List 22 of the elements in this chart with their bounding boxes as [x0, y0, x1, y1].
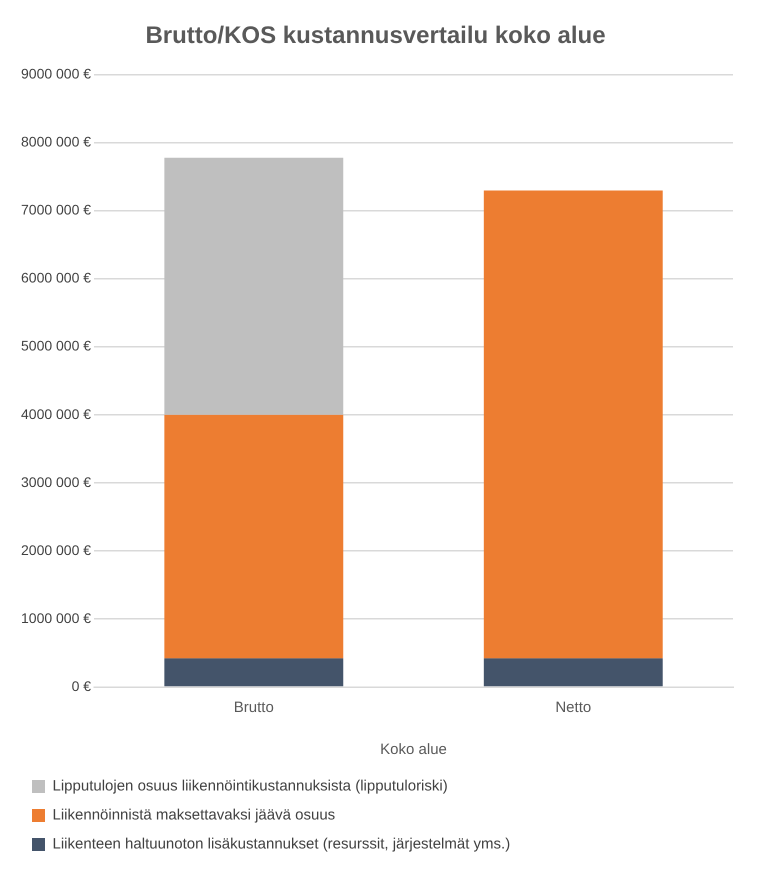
- x-tick-label: Netto: [555, 699, 592, 716]
- y-tick-label: 0 €: [72, 678, 92, 694]
- chart-title: Brutto/KOS kustannusvertailu koko alue: [145, 22, 606, 50]
- x-axis-title: Koko alue: [380, 741, 447, 758]
- y-tick-label: 3000 000 €: [20, 474, 92, 490]
- y-tick-label: 6000 000 €: [20, 270, 92, 286]
- y-tick-label: 2000 000 €: [20, 542, 92, 558]
- y-tick-label: 9000 000 €: [20, 66, 92, 82]
- bar: [484, 190, 663, 658]
- legend-label: Lipputulojen osuus liikennöintikustannuksista (lipputuloriski): [52, 778, 448, 795]
- y-tick-label: 1000 000 €: [20, 610, 92, 626]
- legend-label: Liikenteen haltuunoton lisäkustannukset (resurssit, järjestelmät yms.): [52, 836, 510, 853]
- legend-label: Liikennöinnistä maksettavaksi jäävä osuus: [52, 806, 336, 824]
- bar: [164, 158, 344, 415]
- bar: [484, 658, 663, 686]
- y-tick-label: 8000 000 €: [20, 134, 92, 150]
- y-tick-label: 7000 000 €: [20, 202, 92, 218]
- bar: [164, 414, 344, 658]
- y-tick-label: 4000 000 €: [20, 406, 92, 422]
- x-tick-label: Brutto: [234, 699, 274, 716]
- bar: [164, 658, 344, 686]
- y-tick-label: 5000 000 €: [20, 338, 92, 354]
